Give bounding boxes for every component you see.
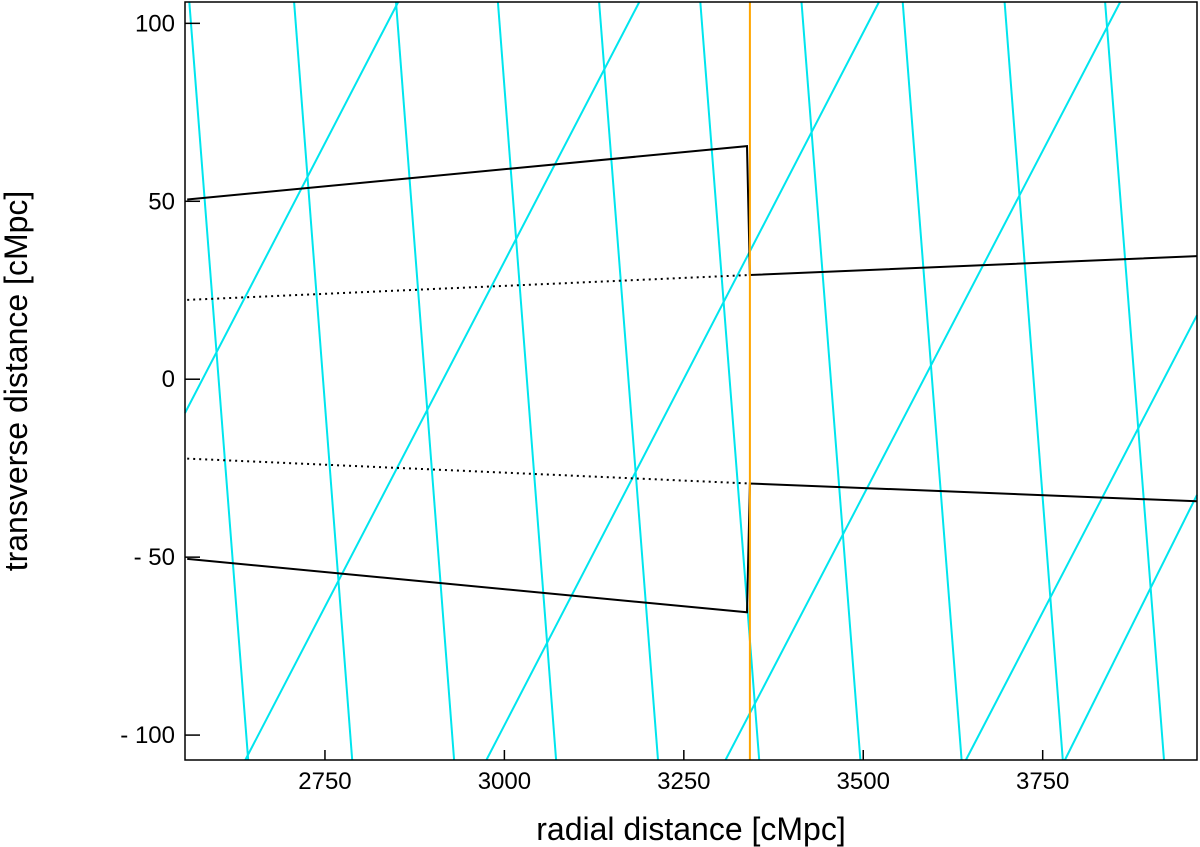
series-line-cyan-15 [184, 1, 400, 414]
series-line-cyan-19 [965, 314, 1198, 761]
series-line-cyan-13 [1003, 1, 1064, 761]
series-line-cyan-20 [1064, 494, 1198, 761]
series-line-cyan-14 [1104, 1, 1165, 761]
series-line-black-3 [187, 457, 750, 485]
series-line-cyan-8 [496, 1, 558, 761]
series-line-black-1 [187, 482, 1198, 614]
axes-layer: 2750 3000 3250 3500 3750 100 50 0 - 50 - 100 [120, 10, 1069, 795]
x-tick-label-2: 3250 [657, 768, 710, 795]
series-line-cyan-9 [598, 1, 659, 761]
series-line-cyan-18 [724, 1, 1122, 761]
x-axis-title: radial distance [cMpc] [536, 811, 845, 847]
y-tick-label-2: 0 [162, 366, 175, 393]
x-tick-label-3: 3500 [837, 768, 890, 795]
x-tick-label-0: 2750 [298, 768, 351, 795]
y-tick-label-0: 100 [135, 10, 175, 37]
x-tick-label-4: 3750 [1016, 768, 1069, 795]
y-axis-title: transverse distance [cMpc] [0, 191, 34, 572]
series-line-cyan-7 [395, 1, 456, 761]
series-layer [184, 1, 1198, 761]
series-line-cyan-11 [800, 1, 862, 761]
y-tick-label-4: - 100 [120, 722, 175, 749]
y-tick-label-3: - 50 [134, 544, 175, 571]
y-tick-label-1: 50 [148, 188, 175, 215]
series-line-cyan-12 [901, 1, 963, 761]
series-line-cyan-17 [485, 1, 880, 761]
x-tick-label-1: 3000 [478, 768, 531, 795]
series-line-black-0 [187, 145, 1198, 277]
series-line-cyan-6 [293, 1, 354, 761]
series-line-cyan-16 [244, 1, 641, 761]
series-line-cyan-5 [188, 1, 250, 761]
plot-frame [184, 1, 1198, 761]
series-line-black-2 [187, 274, 750, 301]
